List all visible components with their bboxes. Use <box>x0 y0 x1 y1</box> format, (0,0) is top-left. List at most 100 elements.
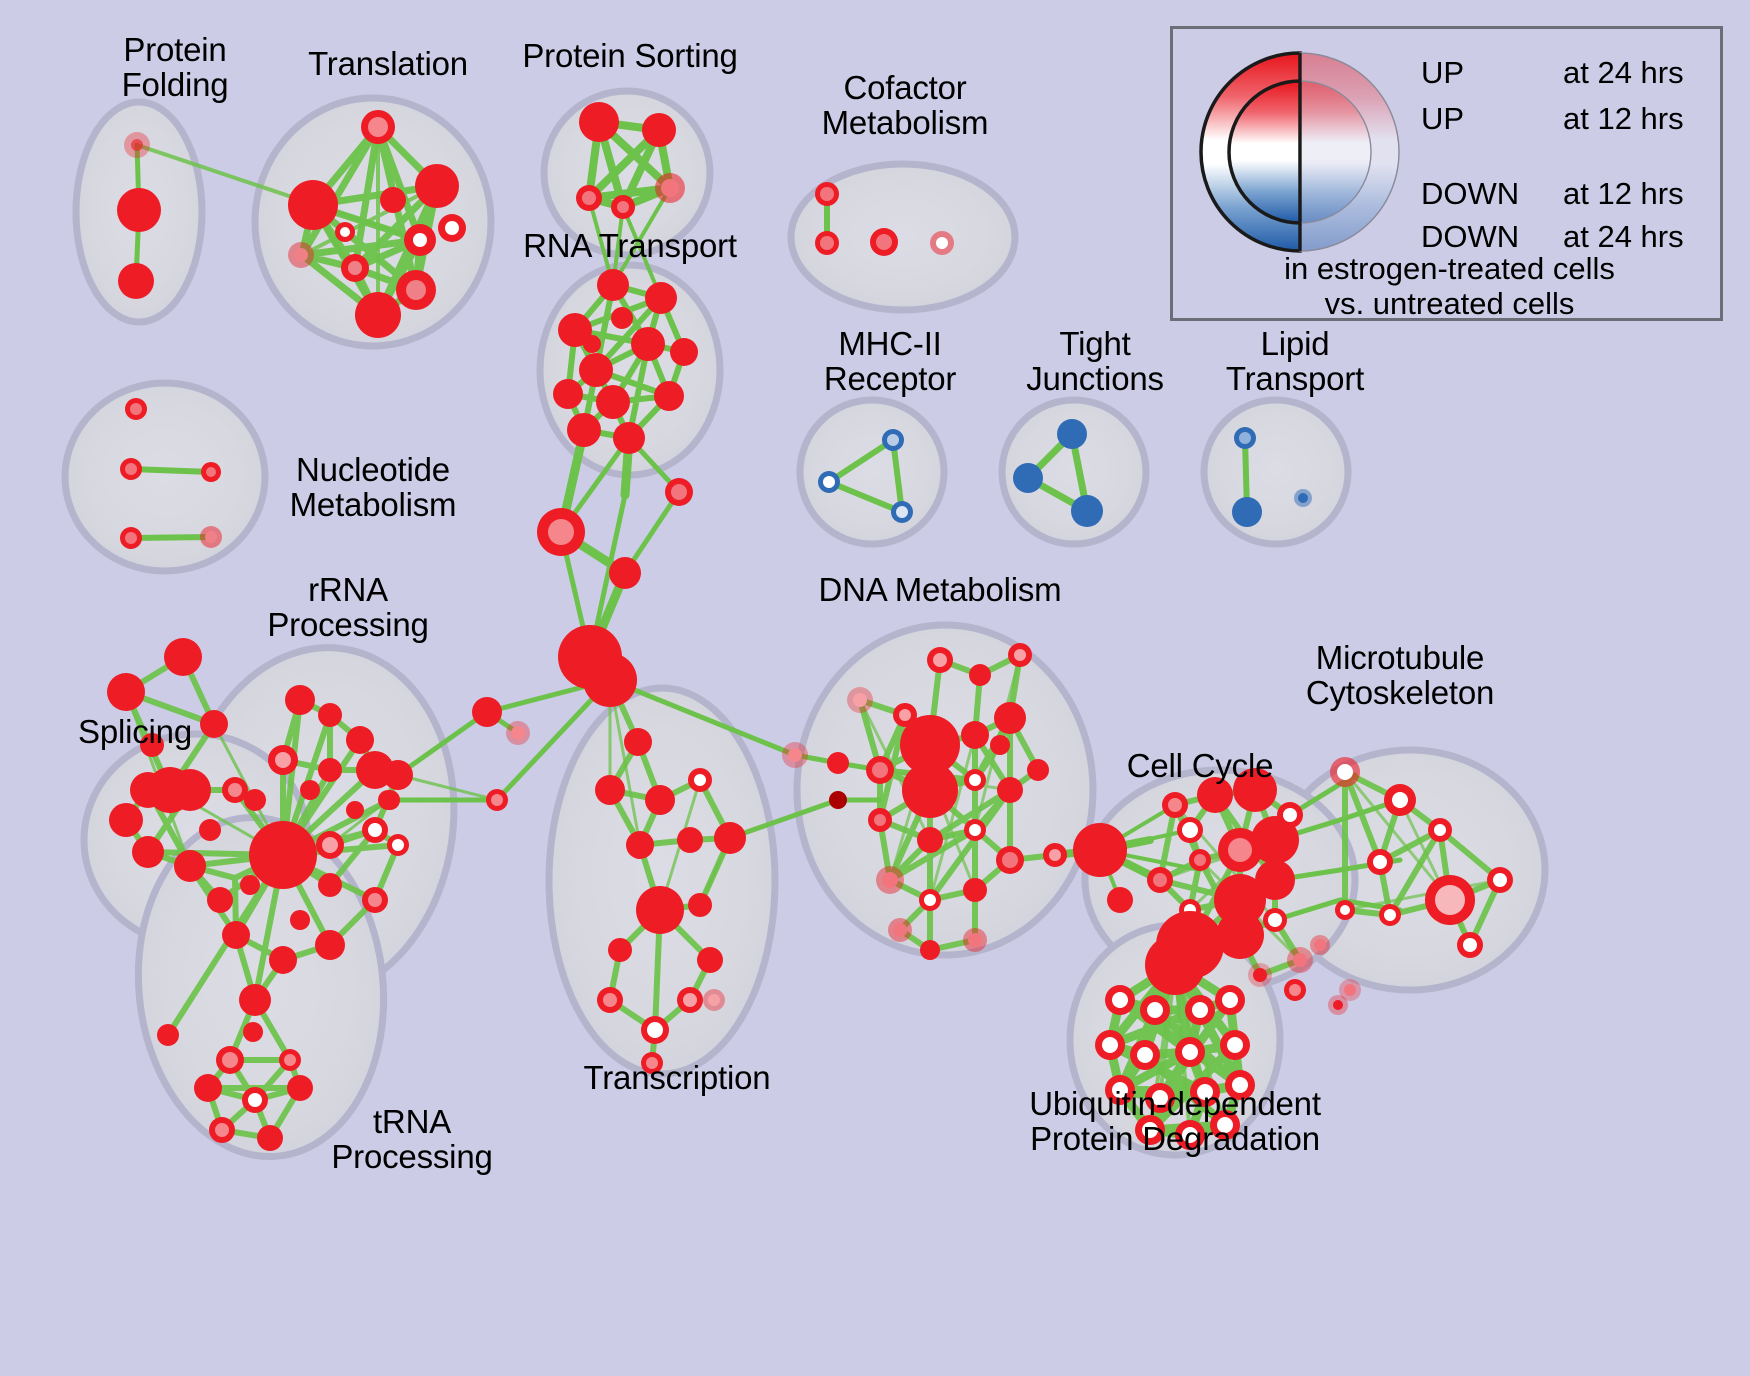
node[interactable] <box>697 947 723 973</box>
node[interactable] <box>1330 757 1360 787</box>
node[interactable] <box>194 1074 222 1102</box>
node[interactable] <box>893 703 917 727</box>
node[interactable] <box>269 946 297 974</box>
node[interactable] <box>829 791 847 809</box>
node[interactable] <box>641 1052 663 1074</box>
node[interactable] <box>969 664 991 686</box>
node[interactable] <box>624 728 652 756</box>
node[interactable] <box>346 801 364 819</box>
node[interactable] <box>688 893 712 917</box>
node[interactable] <box>288 242 314 268</box>
node[interactable] <box>318 873 342 897</box>
node[interactable] <box>315 930 345 960</box>
node[interactable] <box>242 1087 268 1113</box>
node[interactable] <box>1189 849 1211 871</box>
node[interactable] <box>642 113 676 147</box>
node[interactable] <box>596 385 630 419</box>
node[interactable] <box>1294 489 1312 507</box>
node[interactable] <box>244 789 266 811</box>
node[interactable] <box>239 984 271 1016</box>
node[interactable] <box>583 653 637 707</box>
node[interactable] <box>1251 816 1299 864</box>
node[interactable] <box>1284 979 1306 1001</box>
node[interactable] <box>964 819 986 841</box>
node[interactable] <box>963 878 987 902</box>
node[interactable] <box>318 758 342 782</box>
node[interactable] <box>200 710 228 738</box>
node[interactable] <box>164 638 202 676</box>
node[interactable] <box>1225 1070 1255 1100</box>
node[interactable] <box>1190 1077 1220 1107</box>
node[interactable] <box>815 182 839 206</box>
node[interactable] <box>1328 995 1348 1015</box>
node[interactable] <box>990 735 1010 755</box>
node[interactable] <box>1027 759 1049 781</box>
node[interactable] <box>1287 947 1313 973</box>
node[interactable] <box>438 214 466 242</box>
node[interactable] <box>583 335 601 353</box>
node[interactable] <box>1197 777 1233 813</box>
node[interactable] <box>963 928 987 952</box>
node[interactable] <box>506 721 530 745</box>
node[interactable] <box>1071 495 1103 527</box>
node[interactable] <box>1379 904 1401 926</box>
node[interactable] <box>1008 643 1032 667</box>
node[interactable] <box>380 187 406 213</box>
node[interactable] <box>714 822 746 854</box>
node[interactable] <box>1487 867 1513 893</box>
node[interactable] <box>378 790 398 810</box>
node[interactable] <box>1073 823 1127 877</box>
node[interactable] <box>876 866 904 894</box>
node[interactable] <box>677 827 703 853</box>
node[interactable] <box>579 102 619 142</box>
node[interactable] <box>1210 1110 1240 1140</box>
node[interactable] <box>268 745 298 775</box>
node[interactable] <box>613 422 645 454</box>
node[interactable] <box>288 180 338 230</box>
node[interactable] <box>290 910 310 930</box>
node[interactable] <box>341 254 369 282</box>
node[interactable] <box>174 850 206 882</box>
node[interactable] <box>1107 887 1133 913</box>
node[interactable] <box>1335 900 1355 920</box>
node[interactable] <box>537 508 585 556</box>
node[interactable] <box>888 918 912 942</box>
node[interactable] <box>200 526 222 548</box>
node[interactable] <box>1234 427 1256 449</box>
node[interactable] <box>486 789 508 811</box>
node[interactable] <box>670 338 698 366</box>
node[interactable] <box>818 471 840 493</box>
node[interactable] <box>117 188 161 232</box>
node[interactable] <box>118 263 154 299</box>
node[interactable] <box>1057 419 1087 449</box>
node[interactable] <box>1175 1037 1205 1067</box>
node[interactable] <box>655 173 685 203</box>
node[interactable] <box>287 1075 313 1101</box>
node[interactable] <box>611 307 633 329</box>
node[interactable] <box>222 777 248 803</box>
node[interactable] <box>1339 979 1361 1001</box>
node[interactable] <box>1095 1030 1125 1060</box>
node[interactable] <box>576 185 602 211</box>
node[interactable] <box>199 819 221 841</box>
node[interactable] <box>611 195 635 219</box>
node[interactable] <box>249 821 317 889</box>
node[interactable] <box>927 647 953 673</box>
node[interactable] <box>1214 874 1266 926</box>
node[interactable] <box>595 775 625 805</box>
node[interactable] <box>124 132 150 158</box>
node[interactable] <box>891 501 913 523</box>
node[interactable] <box>677 987 703 1013</box>
node[interactable] <box>919 889 941 911</box>
node[interactable] <box>316 831 344 859</box>
node[interactable] <box>870 228 898 256</box>
node[interactable] <box>201 462 221 482</box>
node[interactable] <box>996 846 1024 874</box>
node[interactable] <box>868 808 892 832</box>
node[interactable] <box>654 381 684 411</box>
node[interactable] <box>1145 935 1205 995</box>
node[interactable] <box>404 224 436 256</box>
node[interactable] <box>300 780 320 800</box>
node[interactable] <box>827 752 849 774</box>
node[interactable] <box>362 817 388 843</box>
